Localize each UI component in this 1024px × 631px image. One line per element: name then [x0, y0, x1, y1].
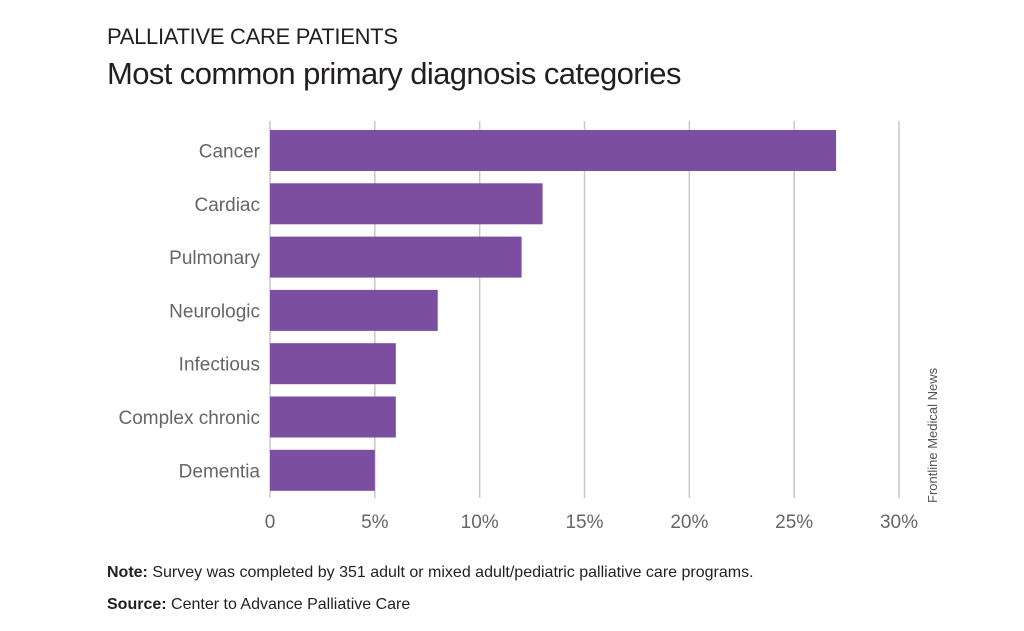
x-tick-label-10: 10% [461, 512, 499, 533]
bar-pulmonary [270, 236, 522, 278]
bar-cancer [270, 130, 837, 171]
category-labels: Cancer Cardiac Pulmonary Neurologic Infectio… [119, 142, 261, 483]
source-line: Source: Center to Advance Palliative Car… [107, 596, 410, 614]
note-text: Survey was completed by 351 adult or mix… [147, 564, 754, 581]
category-label-cancer: Cancer [199, 142, 261, 163]
category-label-dementia: Dementia [179, 461, 261, 482]
bars [270, 130, 837, 491]
x-tick-label-5: 5% [361, 512, 389, 533]
note-label: Note: [107, 564, 148, 581]
bar-dementia [270, 449, 375, 491]
category-label-cardiac: Cardiac [195, 195, 260, 216]
bar-complex-chronic [270, 396, 396, 438]
category-label-infectious: Infectious [179, 355, 260, 376]
credit-label: Frontline Medical News [925, 367, 940, 503]
x-tick-label-25: 25% [775, 512, 813, 533]
chart-supertitle: PALLIATIVE CARE PATIENTS [107, 24, 398, 49]
category-label-neurologic: Neurologic [169, 301, 260, 322]
category-label-pulmonary: Pulmonary [169, 248, 260, 269]
bar-neurologic [270, 289, 438, 331]
footnote: Note: Survey was completed by 351 adult … [107, 564, 754, 582]
bar-infectious [270, 343, 396, 385]
source-text: Center to Advance Palliative Care [166, 596, 411, 613]
bar-cardiac [270, 183, 543, 225]
chart-title: Most common primary diagnosis categories [107, 56, 681, 91]
x-tick-label-20: 20% [670, 512, 708, 533]
category-label-complex-chronic: Complex chronic [119, 408, 261, 429]
x-tick-label-0: 0 [265, 512, 276, 533]
x-tick-labels: 0 5% 10% 15% 20% 25% 30% [265, 512, 918, 533]
x-tick-label-30: 30% [880, 512, 918, 533]
x-tick-label-15: 15% [565, 512, 603, 533]
source-label: Source: [107, 596, 167, 613]
